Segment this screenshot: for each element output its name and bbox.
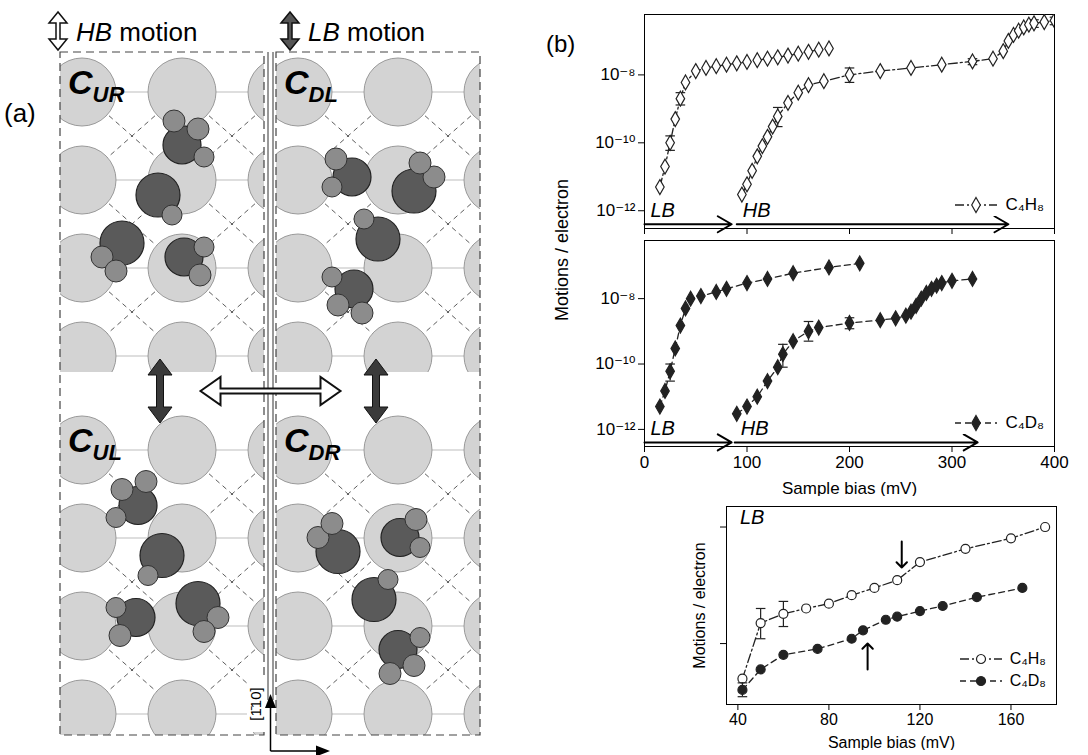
svg-text:160: 160 — [998, 711, 1025, 728]
svg-text:LB: LB — [651, 417, 675, 439]
svg-text:200: 200 — [835, 453, 863, 472]
svg-text:LB: LB — [651, 199, 675, 221]
svg-text:10⁻¹²: 10⁻¹² — [596, 201, 636, 220]
html-text:C₄D₈: C₄D₈ — [1009, 672, 1046, 689]
svg-text:Sample bias (mV): Sample bias (mV) — [828, 734, 955, 751]
svg-text:400: 400 — [1040, 453, 1068, 472]
svg-text:HB: HB — [741, 417, 769, 439]
svg-text:LB motion: LB motion — [308, 17, 425, 47]
svg-text:CUR: CUR — [68, 63, 124, 107]
html-text:C₄H₈: C₄H₈ — [1005, 195, 1044, 214]
svg-text:10⁻⁸: 10⁻⁸ — [600, 65, 635, 84]
svg-text:CUL: CUL — [68, 421, 122, 465]
svg-text:40: 40 — [729, 711, 747, 728]
svg-text:HB motion: HB motion — [76, 17, 197, 47]
svg-text:Motions / electron: Motions / electron — [552, 179, 572, 321]
svg-text:CDL: CDL — [284, 63, 338, 107]
svg-text:LB: LB — [740, 506, 764, 528]
svg-text:(a): (a) — [4, 98, 36, 128]
svg-text:120: 120 — [907, 711, 934, 728]
html-text:C₄D₈: C₄D₈ — [1005, 413, 1044, 432]
html-text:(b): (b) — [546, 30, 576, 57]
svg-text:10⁻⁸: 10⁻⁸ — [600, 289, 635, 308]
svg-text:Sample bias (mV): Sample bias (mV) — [782, 479, 917, 497]
svg-text:0: 0 — [640, 453, 649, 472]
svg-text:100: 100 — [733, 453, 761, 472]
html-text:C₄H₈: C₄H₈ — [1009, 650, 1046, 667]
svg-text:10⁻¹⁰: 10⁻¹⁰ — [595, 354, 636, 373]
svg-text:Motions / electron: Motions / electron — [691, 542, 708, 668]
svg-text:[1̄10]: [1̄10] — [247, 687, 264, 720]
svg-text:10⁻¹²: 10⁻¹² — [596, 420, 636, 439]
svg-text:10⁻¹⁰: 10⁻¹⁰ — [595, 133, 636, 152]
svg-text:CDR: CDR — [284, 421, 340, 465]
svg-text:300: 300 — [938, 453, 966, 472]
svg-text:HB: HB — [743, 199, 771, 221]
svg-text:80: 80 — [820, 711, 838, 728]
